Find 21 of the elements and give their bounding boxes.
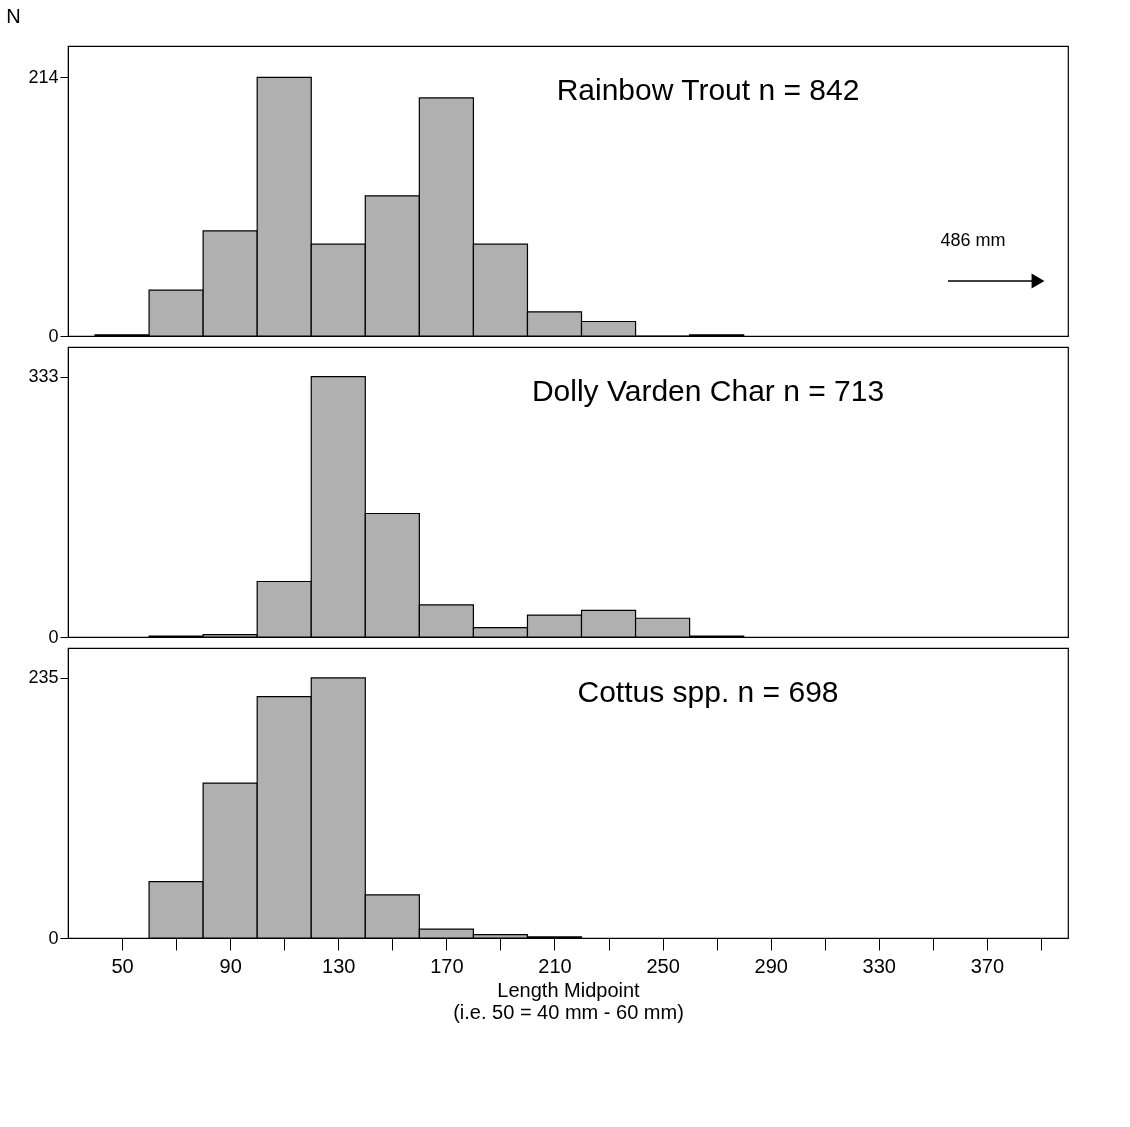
x-tick-label: 50	[111, 954, 134, 977]
y-axis-title: N	[6, 4, 21, 27]
annotation: 486 mm	[940, 230, 1006, 250]
x-tick-label: 130	[322, 954, 356, 977]
x-tick-label: 90	[219, 954, 242, 977]
x-tick-label: 170	[430, 954, 464, 977]
x-tick-label: 250	[646, 954, 680, 977]
x-tick-label: 290	[754, 954, 788, 977]
text: Cottus spp. n = 698	[577, 675, 839, 708]
y-tick-label: 0	[48, 927, 59, 948]
x-axis-title: Length Midpoint (i.e. 50 = 40 mm - 60 mm)	[453, 978, 684, 1023]
y-tick-label: 235	[28, 667, 59, 688]
x-tick-label: 210	[538, 954, 572, 977]
text: Dolly Varden Char n = 713	[531, 374, 885, 407]
y-tick-label: 333	[28, 366, 59, 387]
x-tick-label: 330	[862, 954, 896, 977]
x-tick-label: 370	[970, 954, 1005, 977]
y-tick-label: 0	[48, 626, 59, 647]
y-tick-label: 214	[28, 66, 59, 87]
y-tick-label: 0	[48, 325, 59, 346]
text: Rainbow Trout n = 842	[556, 73, 860, 106]
